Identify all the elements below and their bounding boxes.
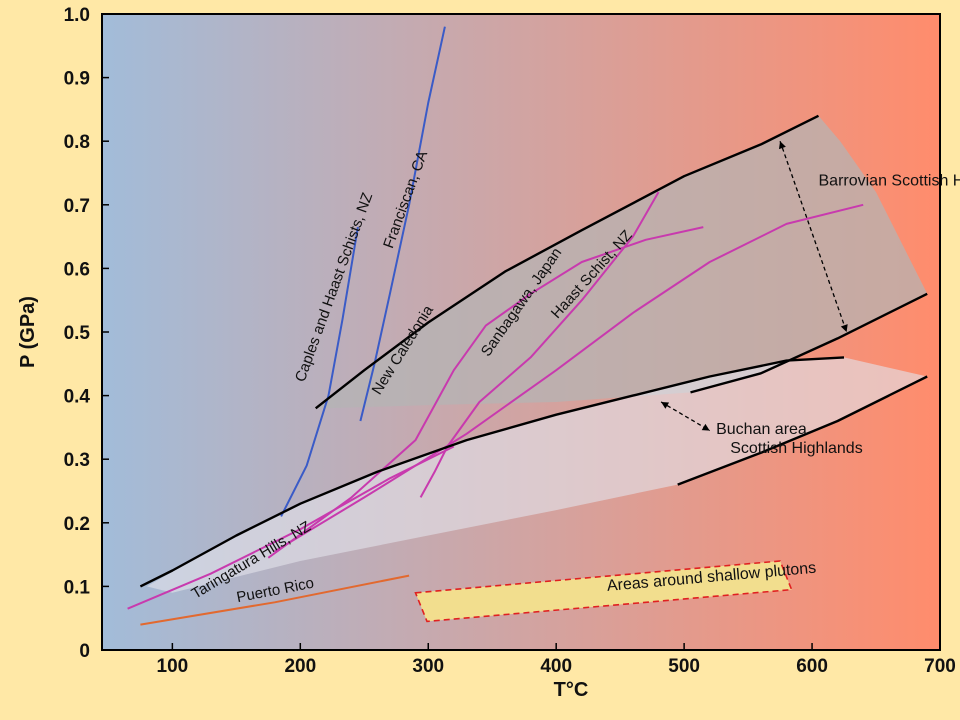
- arrowhead-2-end: [701, 423, 710, 431]
- y-tick-label: 0.8: [64, 132, 90, 153]
- field-boundary-4: [677, 375, 928, 486]
- y-tick-label: 0.4: [64, 387, 91, 408]
- barrovian-scottish-highlands-label: Barrovian Scottish Highlands: [819, 173, 960, 190]
- dashed-arrow-1: [779, 140, 848, 333]
- y-tick-label: 0: [79, 641, 90, 662]
- y-tick-label: 0.7: [64, 196, 90, 217]
- y-tick-label: 1.0: [64, 5, 90, 26]
- scottish-highlands-label: Scottish Highlands: [730, 440, 863, 457]
- y-tick-label: 0.6: [64, 259, 90, 280]
- dashed-arrow-2: [660, 401, 711, 432]
- barrovian-scottish-highlands-field: [315, 115, 928, 409]
- metamorphic-fields: [146, 115, 928, 593]
- buchan-area-scottish-highlands-field: [146, 357, 928, 593]
- x-tick-label: 300: [412, 656, 444, 677]
- puerto-rico-line: [140, 574, 410, 626]
- x-tick-label: 500: [668, 656, 700, 677]
- arrowhead-1-start: [778, 141, 786, 150]
- haast-schist-nz-line: [274, 203, 864, 553]
- y-tick-label: 0.5: [64, 323, 91, 344]
- x-axis-label: T°C: [554, 679, 589, 701]
- x-tick-label: 700: [924, 656, 956, 677]
- gradient-lines: [127, 26, 864, 626]
- dashed-arrows: [660, 140, 848, 432]
- franciscan-ca-line: [359, 26, 446, 422]
- caples-and-haast-schists-nz-line: [280, 226, 359, 517]
- sanbagawa-japan-line: [419, 191, 660, 498]
- x-tick-label: 100: [157, 656, 189, 677]
- x-tick-label: 200: [284, 656, 316, 677]
- arrowhead-1-end: [840, 324, 848, 332]
- field-boundaries: [139, 114, 928, 588]
- y-tick-label: 0.9: [64, 69, 90, 90]
- field-boundary-2: [139, 356, 845, 588]
- y-tick-label: 0.3: [64, 450, 90, 471]
- x-tick-label: 600: [796, 656, 828, 677]
- axes: 100 200 300 400 500 600 700 0 0.1 0.2 0.3 0.4 0.5 0.6…: [64, 5, 956, 677]
- y-tick-label: 0.2: [64, 514, 90, 535]
- field-boundary-1: [314, 114, 820, 410]
- taringatura-hills-nz-line: [127, 445, 455, 610]
- y-axis-label: P (GPa): [17, 296, 39, 368]
- y-tick-label: 0.1: [64, 577, 91, 598]
- buchan-area-label: Buchan area: [716, 421, 807, 438]
- pluton-band-group: [414, 560, 793, 623]
- field-boundary-3: [690, 292, 928, 394]
- shallow-plutons-band: [414, 560, 793, 623]
- x-tick-label: 400: [540, 656, 572, 677]
- arrowhead-2-start: [661, 401, 670, 409]
